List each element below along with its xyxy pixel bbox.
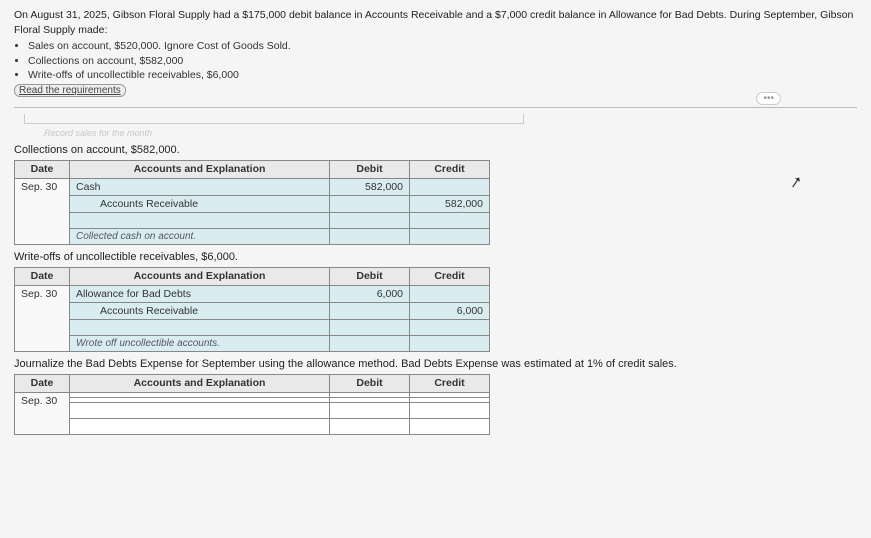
blank-line[interactable] bbox=[70, 319, 330, 335]
blank-cell[interactable] bbox=[330, 402, 410, 418]
debit-cell[interactable] bbox=[330, 195, 410, 212]
account-line[interactable]: Accounts Receivable bbox=[70, 195, 330, 212]
credit-cell[interactable] bbox=[410, 285, 490, 302]
col-acct-header: Accounts and Explanation bbox=[70, 374, 330, 392]
memo-line[interactable]: Wrote off uncollectible accounts. bbox=[70, 335, 330, 351]
prior-memo: Record sales for the month bbox=[44, 128, 857, 138]
debit-cell[interactable]: 582,000 bbox=[330, 178, 410, 195]
intro-text: On August 31, 2025, Gibson Floral Supply… bbox=[14, 8, 857, 37]
col-credit-header: Credit bbox=[410, 160, 490, 178]
blank-cell[interactable] bbox=[330, 212, 410, 228]
section1-title: Collections on account, $582,000. bbox=[14, 144, 857, 156]
read-requirements-link[interactable]: Read the requirements bbox=[14, 84, 126, 97]
divider bbox=[14, 107, 857, 108]
account-line[interactable]: Allowance for Bad Debts bbox=[70, 285, 330, 302]
col-acct-header: Accounts and Explanation bbox=[70, 267, 330, 285]
col-credit-header: Credit bbox=[410, 267, 490, 285]
col-credit-header: Credit bbox=[410, 374, 490, 392]
blank-cell[interactable] bbox=[330, 418, 410, 434]
date-cell: Sep. 30 bbox=[15, 178, 70, 244]
prior-table-stub bbox=[24, 114, 524, 124]
bullet-item: Sales on account, $520,000. Ignore Cost … bbox=[28, 39, 857, 53]
journal-table-baddebts: Date Accounts and Explanation Debit Cred… bbox=[14, 374, 490, 435]
blank-cell[interactable] bbox=[330, 319, 410, 335]
account-line[interactable]: Accounts Receivable bbox=[70, 302, 330, 319]
section3-title: Journalize the Bad Debts Expense for Sep… bbox=[14, 358, 857, 370]
blank-cell[interactable] bbox=[330, 228, 410, 244]
blank-cell[interactable] bbox=[330, 335, 410, 351]
date-cell: Sep. 30 bbox=[15, 392, 70, 434]
credit-cell[interactable]: 582,000 bbox=[410, 195, 490, 212]
journal-table-collections: Date Accounts and Explanation Debit Cred… bbox=[14, 160, 490, 245]
bullet-item: Write-offs of uncollectible receivables,… bbox=[28, 68, 857, 82]
blank-cell[interactable] bbox=[410, 319, 490, 335]
col-date-header: Date bbox=[15, 267, 70, 285]
account-line[interactable]: Cash bbox=[70, 178, 330, 195]
memo-line[interactable]: Collected cash on account. bbox=[70, 228, 330, 244]
credit-cell[interactable] bbox=[410, 178, 490, 195]
journal-table-writeoff: Date Accounts and Explanation Debit Cred… bbox=[14, 267, 490, 352]
col-debit-header: Debit bbox=[330, 267, 410, 285]
debit-cell[interactable]: 6,000 bbox=[330, 285, 410, 302]
col-date-header: Date bbox=[15, 374, 70, 392]
blank-cell[interactable] bbox=[410, 402, 490, 418]
credit-cell[interactable]: 6,000 bbox=[410, 302, 490, 319]
col-debit-header: Debit bbox=[330, 374, 410, 392]
account-line-empty[interactable] bbox=[70, 418, 330, 434]
blank-cell[interactable] bbox=[410, 212, 490, 228]
bullet-item: Collections on account, $582,000 bbox=[28, 54, 857, 68]
bullet-list: Sales on account, $520,000. Ignore Cost … bbox=[28, 39, 857, 82]
blank-line[interactable] bbox=[70, 212, 330, 228]
col-acct-header: Accounts and Explanation bbox=[70, 160, 330, 178]
debit-cell[interactable] bbox=[330, 302, 410, 319]
col-debit-header: Debit bbox=[330, 160, 410, 178]
blank-cell[interactable] bbox=[410, 418, 490, 434]
col-date-header: Date bbox=[15, 160, 70, 178]
blank-cell[interactable] bbox=[410, 228, 490, 244]
date-cell: Sep. 30 bbox=[15, 285, 70, 351]
account-line-empty[interactable] bbox=[70, 402, 330, 418]
section2-title: Write-offs of uncollectible receivables,… bbox=[14, 251, 857, 263]
more-icon[interactable]: ••• bbox=[756, 92, 781, 105]
blank-cell[interactable] bbox=[410, 335, 490, 351]
